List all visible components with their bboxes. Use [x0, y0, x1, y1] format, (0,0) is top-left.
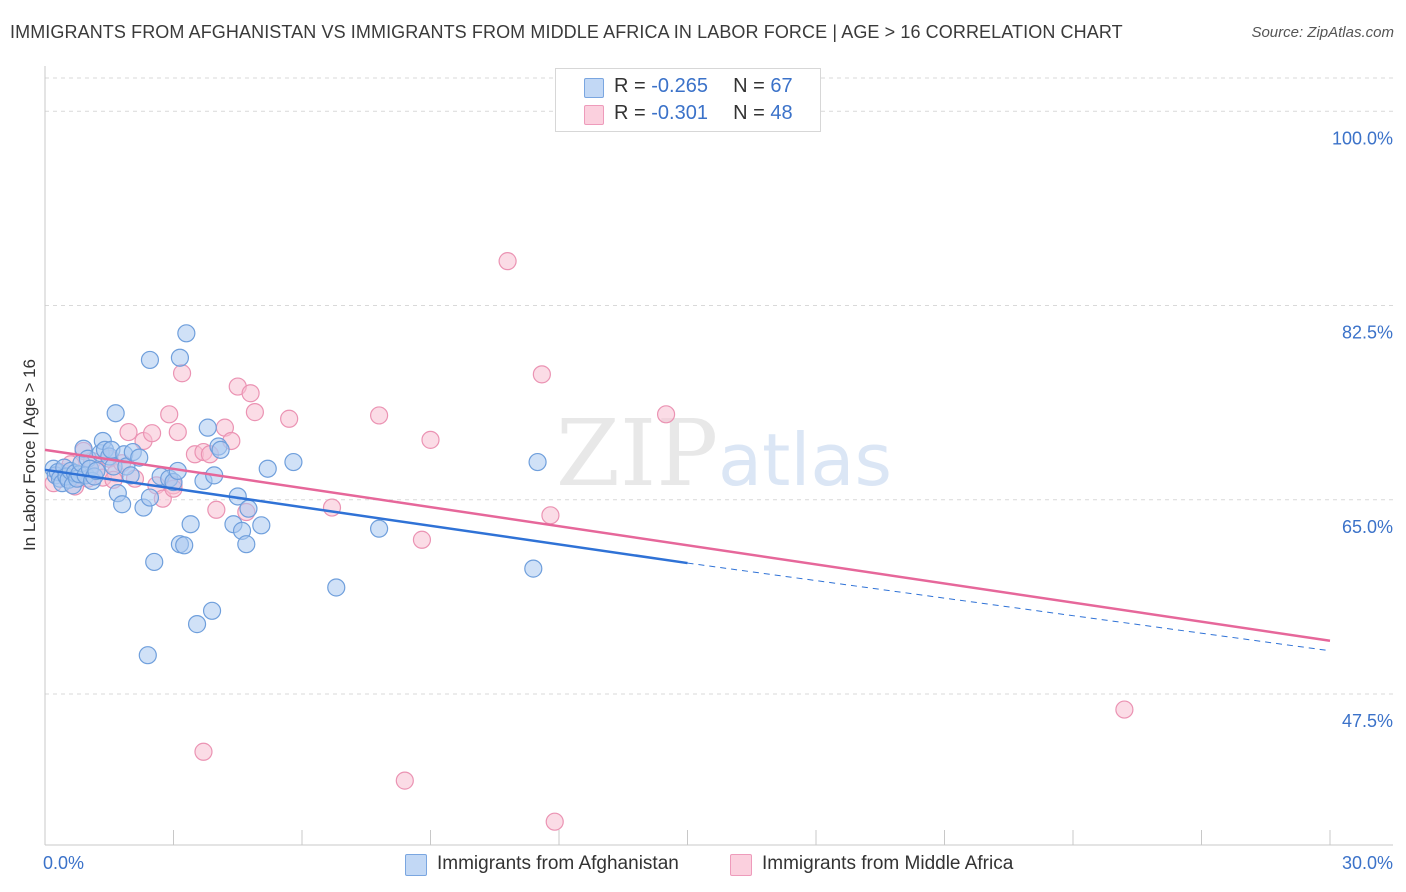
source-credit: Source: ZipAtlas.com — [1251, 24, 1394, 41]
data-point — [207, 500, 226, 519]
legend-label-afghanistan: Immigrants from Afghanistan — [437, 853, 679, 874]
legend-swatch-blue — [405, 854, 427, 876]
data-point — [140, 488, 160, 507]
data-point — [130, 448, 149, 467]
data-point — [112, 495, 132, 514]
watermark-atlas: atlas — [718, 418, 892, 502]
data-point — [1115, 700, 1134, 719]
series-middle-africa-points — [44, 252, 1134, 831]
data-point — [119, 422, 138, 442]
legend-row-afghanistan: R = -0.265 N = 67 — [556, 74, 820, 100]
data-point — [528, 452, 547, 472]
data-point — [160, 405, 179, 424]
y-tick-label: 65.0% — [1342, 517, 1393, 537]
data-point — [142, 424, 162, 443]
data-point — [194, 742, 213, 761]
data-point — [241, 384, 260, 403]
legend-r-label: R = — [614, 102, 646, 124]
legend-swatch-pink — [584, 105, 604, 125]
data-point — [198, 418, 217, 437]
legend-n-label: N = — [733, 102, 765, 124]
trend-lines — [44, 448, 1331, 652]
watermark: ZIP atlas — [556, 400, 892, 507]
data-point — [168, 422, 187, 442]
data-point — [177, 324, 196, 343]
y-tick-label: 82.5% — [1342, 323, 1393, 343]
y-tick-label: 47.5% — [1342, 711, 1393, 731]
legend-r-label: R = — [614, 75, 646, 97]
data-point — [656, 405, 676, 424]
data-point — [106, 404, 125, 423]
correlation-legend: R = -0.265 N = 67 R = -0.301 N = 48 — [555, 68, 821, 132]
data-point — [239, 499, 258, 518]
data-point — [187, 615, 207, 634]
data-point — [87, 461, 106, 481]
legend-label-middle-africa: Immigrants from Middle Africa — [762, 853, 1014, 874]
watermark-zip: ZIP — [556, 400, 718, 507]
legend-row-middle-africa: R = -0.301 N = 48 — [556, 101, 820, 127]
series-afghanistan-points — [44, 324, 547, 665]
data-point — [245, 403, 264, 422]
x-tick-label: 30.0% — [1342, 853, 1393, 873]
data-point — [121, 466, 140, 485]
data-point — [258, 459, 277, 478]
data-point — [181, 515, 200, 534]
data-point — [145, 552, 164, 572]
chart-title: IMMIGRANTS FROM AFGHANISTAN VS IMMIGRANT… — [10, 22, 1123, 42]
data-point — [170, 348, 190, 367]
tick-labels: 47.5% 65.0% 82.5% 100.0% 0.0% 30.0% — [43, 128, 1393, 873]
legend-r-value-blue: -0.265 — [651, 75, 708, 97]
trend-line-afghanistan — [44, 468, 688, 565]
axes — [44, 66, 1393, 846]
data-point — [140, 350, 160, 370]
legend-n-value-pink: 48 — [770, 102, 793, 124]
legend-swatch-blue — [584, 78, 604, 98]
data-point — [172, 364, 192, 383]
data-point — [421, 430, 440, 449]
legend-n-value-blue: 67 — [770, 75, 793, 97]
data-point — [284, 452, 303, 472]
data-point — [541, 506, 560, 525]
data-point — [412, 530, 432, 549]
x-tick-label: 0.0% — [43, 853, 84, 873]
data-point — [524, 559, 543, 578]
data-point — [545, 812, 564, 831]
series-legend: Immigrants from Afghanistan Immigrants f… — [0, 852, 1406, 878]
trend-line-afghanistan-extension — [687, 562, 1331, 652]
legend-n-label: N = — [733, 75, 765, 97]
data-point — [370, 406, 389, 425]
data-point — [237, 535, 256, 554]
trend-line-middle-africa — [44, 448, 1331, 642]
data-point — [202, 601, 222, 620]
legend-r-value-pink: -0.301 — [651, 102, 708, 124]
y-tick-label: 100.0% — [1332, 128, 1393, 148]
data-point — [327, 578, 346, 597]
data-point — [175, 536, 194, 555]
data-point — [370, 519, 389, 538]
data-point — [252, 516, 271, 535]
data-point — [211, 440, 230, 459]
y-axis-label: In Labor Force | Age > 16 — [20, 359, 39, 551]
data-point — [395, 771, 414, 790]
data-point — [138, 646, 157, 665]
data-point — [532, 365, 551, 384]
data-point — [498, 252, 517, 271]
data-point — [280, 409, 299, 428]
legend-swatch-pink — [730, 854, 752, 876]
